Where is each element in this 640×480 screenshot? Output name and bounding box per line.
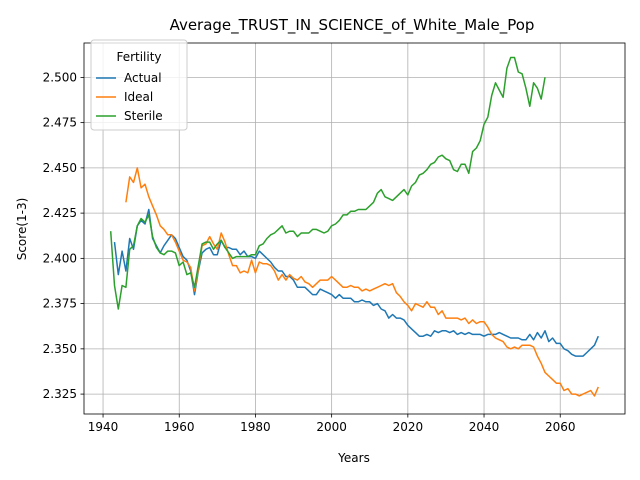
y-tick-label: 2.500 [43, 70, 77, 84]
x-tick-label: 1960 [164, 420, 195, 434]
series-lines [109, 56, 599, 397]
y-tick-label: 2.425 [43, 206, 77, 220]
chart-title: Average_TRUST_IN_SCIENCE_of_White_Male_P… [170, 16, 535, 35]
x-tick-label: 1980 [240, 420, 271, 434]
series-line-sterile [109, 56, 546, 310]
axis-ticks: 1940 1960 1980 2000 2020 2040 2060 2.325 2.350 2.… [43, 70, 576, 434]
x-tick-label: 2000 [316, 420, 347, 434]
x-axis-label: Years [337, 451, 370, 465]
y-tick-label: 2.375 [43, 297, 77, 311]
y-tick-label: 2.475 [43, 116, 77, 130]
legend-box [90, 39, 188, 131]
y-tick-label: 2.400 [43, 251, 77, 265]
y-axis-label: Score(1-3) [15, 198, 29, 261]
y-tick-label: 2.450 [43, 161, 77, 175]
legend-label-ideal: Ideal [124, 90, 153, 104]
grid-lines [84, 43, 625, 414]
legend-title: Fertility [116, 50, 161, 64]
y-tick-label: 2.350 [43, 342, 77, 356]
legend-label-sterile: Sterile [124, 109, 163, 123]
x-tick-label: 2040 [469, 420, 500, 434]
legend-items: Actual Ideal Sterile [96, 71, 163, 123]
plot-frame [83, 42, 626, 415]
y-tick-label: 2.325 [43, 387, 77, 401]
series-line-ideal [125, 167, 599, 397]
x-tick-label: 2060 [545, 420, 576, 434]
legend-label-actual: Actual [124, 71, 162, 85]
x-tick-label: 1940 [88, 420, 119, 434]
legend: Fertility Actual Ideal Sterile [90, 39, 188, 131]
x-tick-label: 2020 [393, 420, 424, 434]
